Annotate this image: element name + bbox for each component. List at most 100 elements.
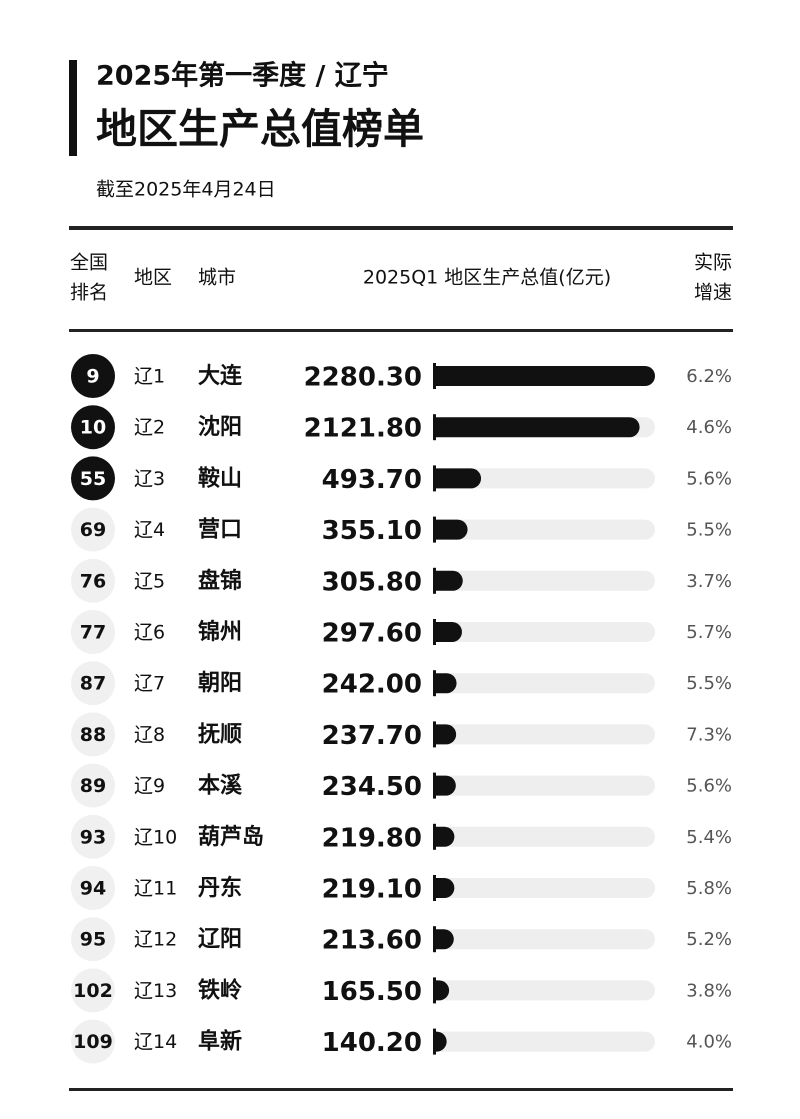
bar-start bbox=[433, 721, 436, 748]
rank-badge bbox=[71, 507, 115, 552]
gdp-value: 213.60 bbox=[322, 926, 422, 956]
region: 辽10 bbox=[134, 826, 177, 848]
city: 沈阳 bbox=[198, 415, 242, 440]
growth: 5.6% bbox=[686, 468, 732, 489]
bar-start bbox=[433, 823, 436, 850]
city: 锦州 bbox=[198, 619, 242, 645]
bar-start bbox=[433, 363, 436, 389]
rank-badge bbox=[71, 814, 115, 859]
bar bbox=[433, 724, 457, 745]
subtitle: 截至2025年4月24日 bbox=[96, 179, 276, 201]
city: 丹东 bbox=[198, 875, 242, 901]
rank: 77 bbox=[80, 622, 106, 644]
growth: 5.7% bbox=[686, 622, 732, 643]
bar bbox=[433, 468, 482, 489]
rank-badge bbox=[71, 866, 115, 910]
bar bbox=[433, 366, 655, 386]
bar-track bbox=[433, 980, 655, 1001]
bar-track bbox=[433, 673, 655, 694]
growth: 5.6% bbox=[686, 776, 732, 797]
rank: 69 bbox=[80, 519, 106, 541]
rank: 9 bbox=[86, 366, 99, 388]
rank-badge bbox=[71, 405, 115, 450]
bar-start bbox=[433, 619, 436, 645]
bar bbox=[433, 878, 455, 898]
rank: 10 bbox=[80, 417, 106, 439]
bar bbox=[433, 775, 456, 796]
region: 辽8 bbox=[134, 724, 165, 746]
bar bbox=[433, 417, 640, 438]
bar bbox=[433, 826, 455, 847]
gdp-value: 493.70 bbox=[322, 465, 422, 495]
growth: 3.8% bbox=[686, 980, 732, 1001]
city: 营口 bbox=[198, 518, 242, 543]
city: 铁岭 bbox=[198, 977, 242, 1003]
rank-badge bbox=[71, 610, 115, 654]
region: 辽11 bbox=[134, 878, 177, 900]
bar-track bbox=[433, 570, 655, 591]
city: 大连 bbox=[198, 363, 243, 389]
gdp-value: 237.70 bbox=[322, 721, 422, 751]
city: 阜新 bbox=[198, 1029, 242, 1055]
rule bbox=[69, 329, 733, 332]
gdp-value: 355.10 bbox=[322, 516, 422, 546]
growth: 5.2% bbox=[686, 929, 732, 950]
title-accent bbox=[69, 60, 77, 156]
bar-track bbox=[433, 468, 655, 489]
rank-badge bbox=[71, 968, 115, 1013]
rank: 88 bbox=[80, 724, 106, 746]
gdp-value: 165.50 bbox=[322, 977, 422, 1007]
city: 盘锦 bbox=[198, 568, 242, 594]
bar-track bbox=[433, 1031, 655, 1052]
bar-start bbox=[433, 516, 436, 543]
column-header: 地区 bbox=[134, 267, 172, 289]
region: 辽6 bbox=[134, 622, 165, 644]
growth: 7.3% bbox=[686, 724, 732, 745]
bar bbox=[433, 570, 463, 591]
bar-start bbox=[433, 772, 436, 799]
rank: 109 bbox=[73, 1031, 113, 1053]
growth: 5.4% bbox=[686, 827, 732, 848]
city: 抚顺 bbox=[198, 722, 242, 747]
region: 辽3 bbox=[134, 468, 165, 490]
title-line2: 地区生产总值榜单 bbox=[96, 105, 424, 153]
rank-badge bbox=[71, 1019, 115, 1064]
bar bbox=[433, 1031, 447, 1052]
bar-start bbox=[433, 926, 436, 953]
growth: 5.5% bbox=[686, 673, 732, 694]
rank: 55 bbox=[80, 468, 106, 490]
rank-badge bbox=[71, 456, 115, 501]
region: 辽4 bbox=[134, 519, 165, 541]
bar-track bbox=[433, 724, 655, 745]
bar-start bbox=[433, 1028, 436, 1055]
city: 本溪 bbox=[198, 774, 243, 799]
column-header: 排名 bbox=[70, 282, 108, 304]
region: 辽5 bbox=[134, 570, 165, 592]
bar-start bbox=[433, 977, 436, 1004]
gdp-value: 2280.30 bbox=[304, 363, 422, 393]
city: 葫芦岛 bbox=[198, 824, 264, 850]
bar-track bbox=[433, 929, 655, 950]
growth: 3.7% bbox=[686, 571, 732, 592]
region: 辽1 bbox=[134, 366, 165, 388]
growth: 6.2% bbox=[686, 366, 732, 387]
column-header: 全国 bbox=[70, 252, 108, 274]
column-header: 2025Q1 地区生产总值(亿元) bbox=[363, 267, 611, 289]
bar-track bbox=[433, 519, 655, 540]
rank-badge bbox=[71, 712, 115, 757]
region: 辽2 bbox=[134, 417, 165, 439]
gdp-value: 140.20 bbox=[322, 1028, 422, 1058]
rank: 87 bbox=[80, 673, 106, 695]
gdp-value: 219.10 bbox=[322, 875, 422, 905]
growth: 5.5% bbox=[686, 520, 732, 541]
bar bbox=[433, 622, 462, 642]
city: 朝阳 bbox=[198, 670, 242, 696]
bar bbox=[433, 929, 454, 950]
region: 辽9 bbox=[134, 775, 165, 797]
gdp-value: 242.00 bbox=[322, 670, 422, 700]
city: 辽阳 bbox=[198, 927, 242, 952]
rank-badge bbox=[71, 763, 115, 808]
region: 辽12 bbox=[134, 929, 177, 951]
gdp-value: 2121.80 bbox=[304, 414, 422, 444]
